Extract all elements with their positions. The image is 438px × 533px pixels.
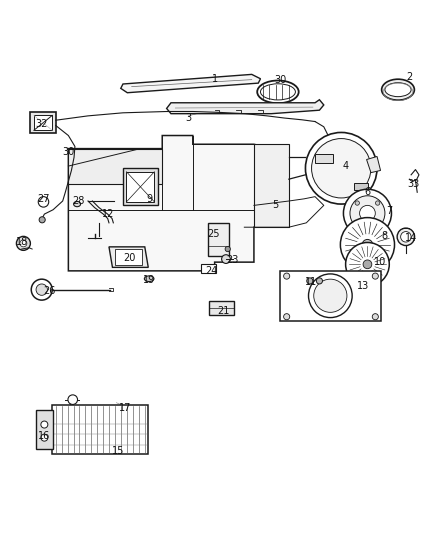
- Text: 17: 17: [119, 403, 131, 414]
- Ellipse shape: [381, 79, 414, 100]
- Circle shape: [316, 278, 322, 284]
- Circle shape: [355, 201, 360, 205]
- Circle shape: [346, 243, 389, 286]
- Text: 5: 5: [272, 200, 279, 211]
- Text: 10: 10: [374, 257, 387, 267]
- Text: 25: 25: [208, 229, 220, 239]
- Circle shape: [355, 221, 360, 225]
- Bar: [354, 183, 368, 190]
- Text: 32: 32: [35, 119, 48, 129]
- Text: 13: 13: [357, 281, 369, 291]
- Text: 30: 30: [274, 75, 286, 85]
- Text: 33: 33: [407, 179, 420, 189]
- Polygon shape: [68, 135, 289, 271]
- Circle shape: [372, 273, 378, 279]
- Circle shape: [350, 196, 385, 231]
- Text: 2: 2: [406, 71, 412, 82]
- Circle shape: [314, 279, 347, 312]
- Text: 8: 8: [382, 231, 388, 241]
- Circle shape: [311, 139, 371, 198]
- Text: 24: 24: [205, 266, 218, 276]
- Circle shape: [308, 274, 352, 318]
- Text: 23: 23: [226, 255, 238, 264]
- Circle shape: [16, 236, 30, 251]
- Circle shape: [41, 434, 48, 441]
- Circle shape: [307, 278, 313, 284]
- Polygon shape: [166, 100, 324, 114]
- Bar: [209, 302, 234, 316]
- Ellipse shape: [261, 84, 295, 100]
- Bar: [254, 144, 289, 227]
- Circle shape: [225, 246, 230, 252]
- Circle shape: [401, 231, 411, 242]
- Text: 11: 11: [304, 277, 317, 287]
- Bar: [35, 410, 53, 449]
- Polygon shape: [121, 75, 261, 93]
- Circle shape: [36, 284, 47, 295]
- Text: 27: 27: [37, 194, 50, 204]
- Circle shape: [362, 239, 373, 250]
- Ellipse shape: [257, 80, 299, 103]
- Text: 28: 28: [72, 196, 85, 206]
- Ellipse shape: [385, 83, 411, 96]
- Text: 12: 12: [102, 209, 114, 219]
- Circle shape: [41, 421, 48, 428]
- Bar: [52, 405, 148, 454]
- Circle shape: [363, 260, 372, 269]
- Bar: [115, 249, 142, 265]
- Circle shape: [68, 395, 78, 405]
- Bar: [34, 116, 52, 130]
- Bar: [201, 264, 216, 273]
- Circle shape: [284, 273, 290, 279]
- Bar: [127, 172, 154, 202]
- Circle shape: [284, 313, 290, 320]
- Text: 6: 6: [364, 187, 371, 197]
- Bar: [123, 168, 158, 205]
- Circle shape: [340, 217, 395, 272]
- Text: 19: 19: [143, 276, 155, 286]
- Text: 20: 20: [124, 253, 136, 263]
- Text: 14: 14: [405, 233, 417, 243]
- Circle shape: [20, 240, 27, 247]
- Polygon shape: [68, 149, 162, 183]
- Bar: [208, 223, 229, 256]
- Ellipse shape: [74, 201, 81, 207]
- Circle shape: [397, 228, 415, 246]
- Polygon shape: [367, 157, 381, 173]
- Text: 21: 21: [217, 306, 230, 316]
- Text: 1: 1: [212, 74, 218, 84]
- Ellipse shape: [145, 276, 154, 281]
- Text: 30: 30: [62, 147, 74, 157]
- Text: 26: 26: [43, 286, 56, 295]
- Text: 4: 4: [343, 161, 349, 171]
- Bar: [30, 111, 56, 133]
- Text: 16: 16: [38, 431, 50, 441]
- Circle shape: [372, 313, 378, 320]
- Polygon shape: [109, 247, 148, 268]
- Circle shape: [360, 205, 375, 221]
- Circle shape: [343, 189, 392, 237]
- Bar: [280, 271, 381, 321]
- Text: 15: 15: [113, 446, 125, 456]
- Circle shape: [305, 133, 377, 204]
- Circle shape: [38, 197, 49, 207]
- Text: 9: 9: [146, 194, 152, 204]
- Text: 3: 3: [185, 113, 191, 123]
- Circle shape: [375, 221, 380, 225]
- Circle shape: [31, 279, 52, 300]
- Circle shape: [39, 217, 45, 223]
- Circle shape: [375, 201, 380, 205]
- Circle shape: [222, 255, 230, 263]
- Text: 18: 18: [16, 238, 28, 247]
- Text: 7: 7: [386, 206, 392, 216]
- Bar: [315, 154, 332, 163]
